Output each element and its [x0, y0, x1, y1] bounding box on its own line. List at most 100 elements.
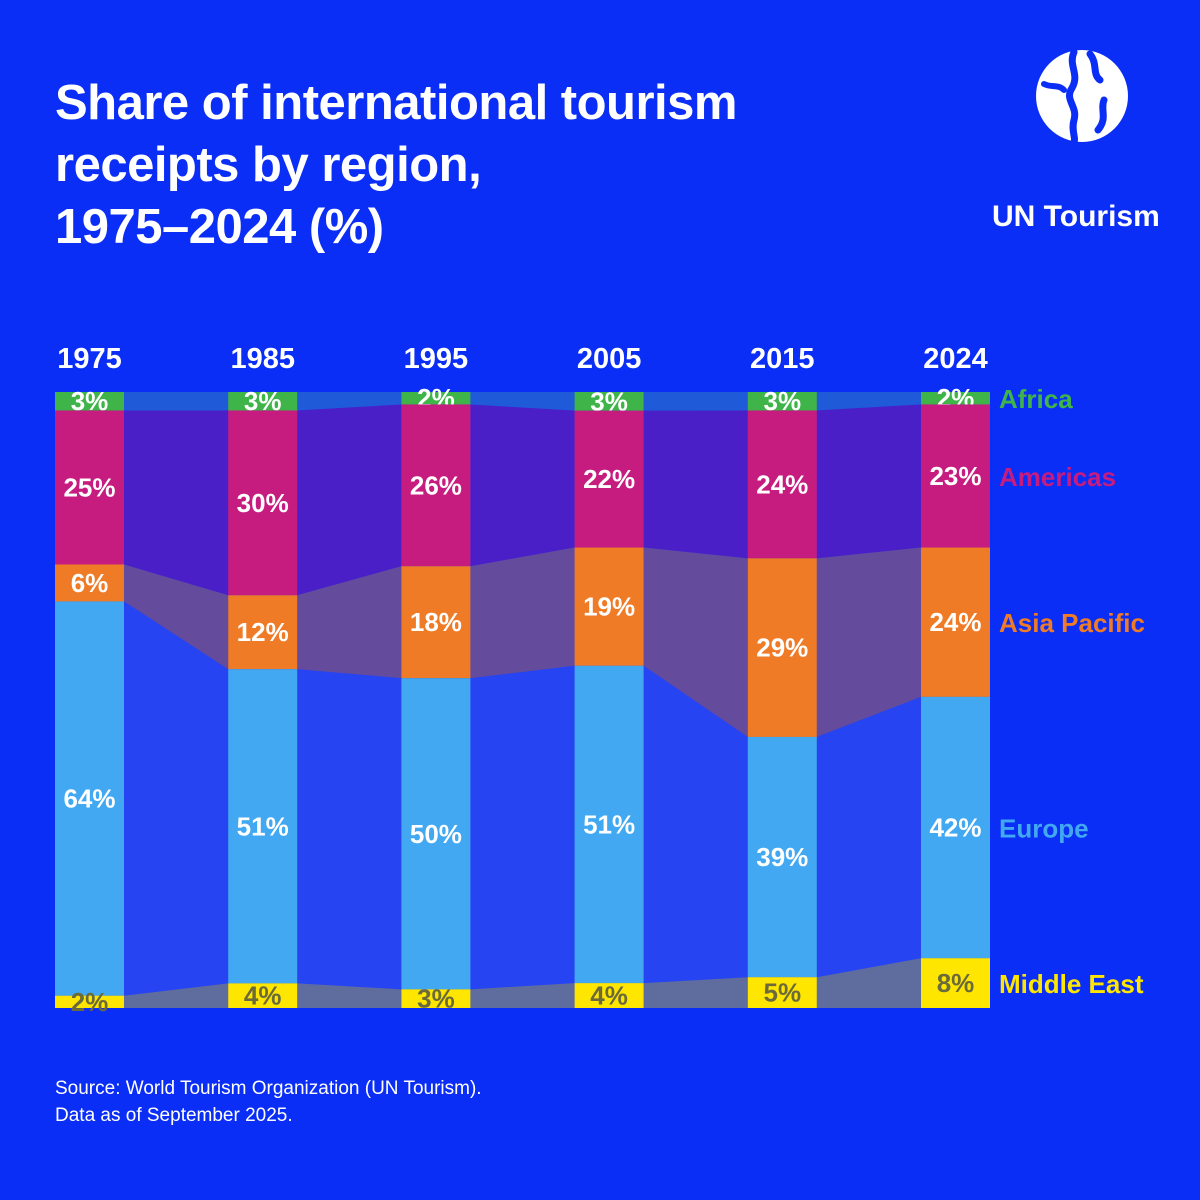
ribbon-africa-2015 — [816, 392, 921, 411]
ribbon-africa-1975 — [124, 392, 229, 411]
legend-label-middle-east: Middle East — [999, 969, 1144, 999]
legend-label-americas: Americas — [999, 462, 1116, 492]
bar-americas-1975 — [55, 410, 124, 565]
logo-text: UN Tourism — [992, 200, 1160, 233]
ribbon-americas-1985 — [297, 404, 402, 596]
bar-asia-pacific-1985 — [228, 595, 298, 670]
bar-asia-pacific-2015 — [747, 558, 817, 737]
title-line-3: 1975–2024 (%) — [55, 200, 384, 254]
value-label-middle-east-1975: 2% — [71, 987, 109, 1017]
source-note: Source: World Tourism Organization (UN T… — [55, 1075, 482, 1129]
ribbon-africa-1985 — [297, 392, 402, 411]
bar-africa-1975 — [55, 392, 124, 411]
value-label-americas-2005: 22% — [583, 464, 635, 494]
ribbon-africa-2005 — [643, 392, 748, 411]
year-label-1975: 1975 — [57, 343, 122, 375]
bar-europe-1975 — [55, 601, 124, 996]
value-label-europe-1995: 50% — [410, 819, 462, 849]
bar-africa-1995 — [401, 392, 471, 405]
ribbon-europe-1985 — [297, 669, 402, 990]
year-label-1985: 1985 — [230, 343, 295, 375]
bar-americas-1985 — [228, 410, 298, 596]
ribbon-middle-east-2005 — [643, 977, 748, 1008]
bar-europe-2005 — [574, 665, 644, 984]
legend-label-asia-pacific: Asia Pacific — [999, 608, 1145, 638]
ribbon-europe-1975 — [124, 601, 229, 996]
bar-africa-2024 — [921, 392, 990, 405]
globe-logo-icon — [1036, 48, 1128, 144]
source-line-2: Data as of September 2025. — [55, 1105, 293, 1126]
bar-middle-east-1975 — [55, 995, 124, 1008]
bar-africa-2015 — [747, 392, 817, 411]
ribbon-africa-1995 — [470, 392, 575, 411]
value-label-europe-1985: 51% — [237, 811, 289, 841]
ribbon-asia-pacific-2015 — [816, 547, 921, 737]
value-label-asia-pacific-2005: 19% — [583, 592, 635, 622]
ribbon-europe-2005 — [643, 665, 748, 984]
legend-label-africa: Africa — [999, 384, 1073, 414]
ribbon-asia-pacific-1985 — [297, 566, 402, 679]
bar-europe-1985 — [228, 669, 298, 984]
title-line-1: Share of international tourism — [55, 76, 737, 130]
bar-middle-east-2024 — [921, 958, 990, 1008]
value-label-europe-1975: 64% — [63, 784, 115, 814]
ribbon-middle-east-2015 — [816, 958, 921, 1008]
bar-americas-2015 — [747, 410, 817, 559]
ribbon-asia-pacific-2005 — [643, 547, 748, 737]
value-label-europe-2024: 42% — [929, 813, 981, 843]
value-label-americas-1975: 25% — [63, 472, 115, 502]
value-label-middle-east-1985: 4% — [244, 981, 282, 1011]
value-label-asia-pacific-2024: 24% — [929, 607, 981, 637]
ribbon-europe-2015 — [816, 696, 921, 978]
title-line-2: receipts by region, — [55, 138, 482, 192]
bar-asia-pacific-1975 — [55, 564, 124, 602]
value-label-americas-2015: 24% — [756, 469, 808, 499]
bar-asia-pacific-1995 — [401, 566, 471, 679]
value-label-middle-east-2005: 4% — [590, 981, 628, 1011]
value-label-americas-2024: 23% — [929, 461, 981, 491]
ribbon-americas-2015 — [816, 404, 921, 559]
value-label-americas-1985: 30% — [237, 488, 289, 518]
value-label-asia-pacific-1975: 6% — [71, 568, 109, 598]
bar-europe-2024 — [921, 696, 990, 959]
bar-middle-east-1985 — [228, 983, 298, 1008]
ribbon-americas-1975 — [124, 410, 229, 596]
value-label-middle-east-1995: 3% — [417, 984, 455, 1014]
bar-middle-east-1995 — [401, 989, 471, 1008]
ribbon-middle-east-1975 — [124, 983, 229, 1008]
bar-middle-east-2015 — [747, 977, 817, 1008]
ribbon-americas-1995 — [470, 404, 575, 567]
year-label-1995: 1995 — [404, 343, 469, 375]
bar-europe-1995 — [401, 678, 471, 990]
bar-europe-2015 — [747, 736, 817, 978]
bar-asia-pacific-2005 — [574, 547, 644, 666]
ribbon-americas-2005 — [643, 410, 748, 559]
bar-middle-east-2005 — [574, 983, 644, 1008]
legend-label-europe: Europe — [999, 814, 1089, 844]
value-label-americas-1995: 26% — [410, 470, 462, 500]
year-label-2005: 2005 — [577, 343, 642, 375]
bar-africa-1985 — [228, 392, 298, 411]
ribbon-middle-east-1995 — [470, 983, 575, 1008]
value-label-asia-pacific-1995: 18% — [410, 607, 462, 637]
bar-americas-2024 — [921, 404, 990, 548]
value-label-middle-east-2015: 5% — [764, 978, 802, 1008]
ribbon-middle-east-1985 — [297, 983, 402, 1008]
chart-title: Share of international tourism receipts … — [55, 72, 935, 258]
value-label-asia-pacific-2015: 29% — [756, 633, 808, 663]
bar-africa-2005 — [574, 392, 644, 411]
un-tourism-logo: UN Tourism — [990, 48, 1176, 233]
year-label-2015: 2015 — [750, 343, 815, 375]
value-label-asia-pacific-1985: 12% — [237, 617, 289, 647]
bar-americas-2005 — [574, 410, 644, 548]
value-label-middle-east-2024: 8% — [937, 968, 975, 998]
year-label-2024: 2024 — [923, 343, 988, 375]
ribbon-asia-pacific-1995 — [470, 547, 575, 679]
bar-americas-1995 — [401, 404, 471, 567]
bar-asia-pacific-2024 — [921, 547, 990, 697]
value-label-europe-2015: 39% — [756, 842, 808, 872]
source-line-1: Source: World Tourism Organization (UN T… — [55, 1078, 482, 1099]
ribbon-asia-pacific-1975 — [124, 564, 229, 670]
ribbon-europe-1995 — [470, 665, 575, 990]
